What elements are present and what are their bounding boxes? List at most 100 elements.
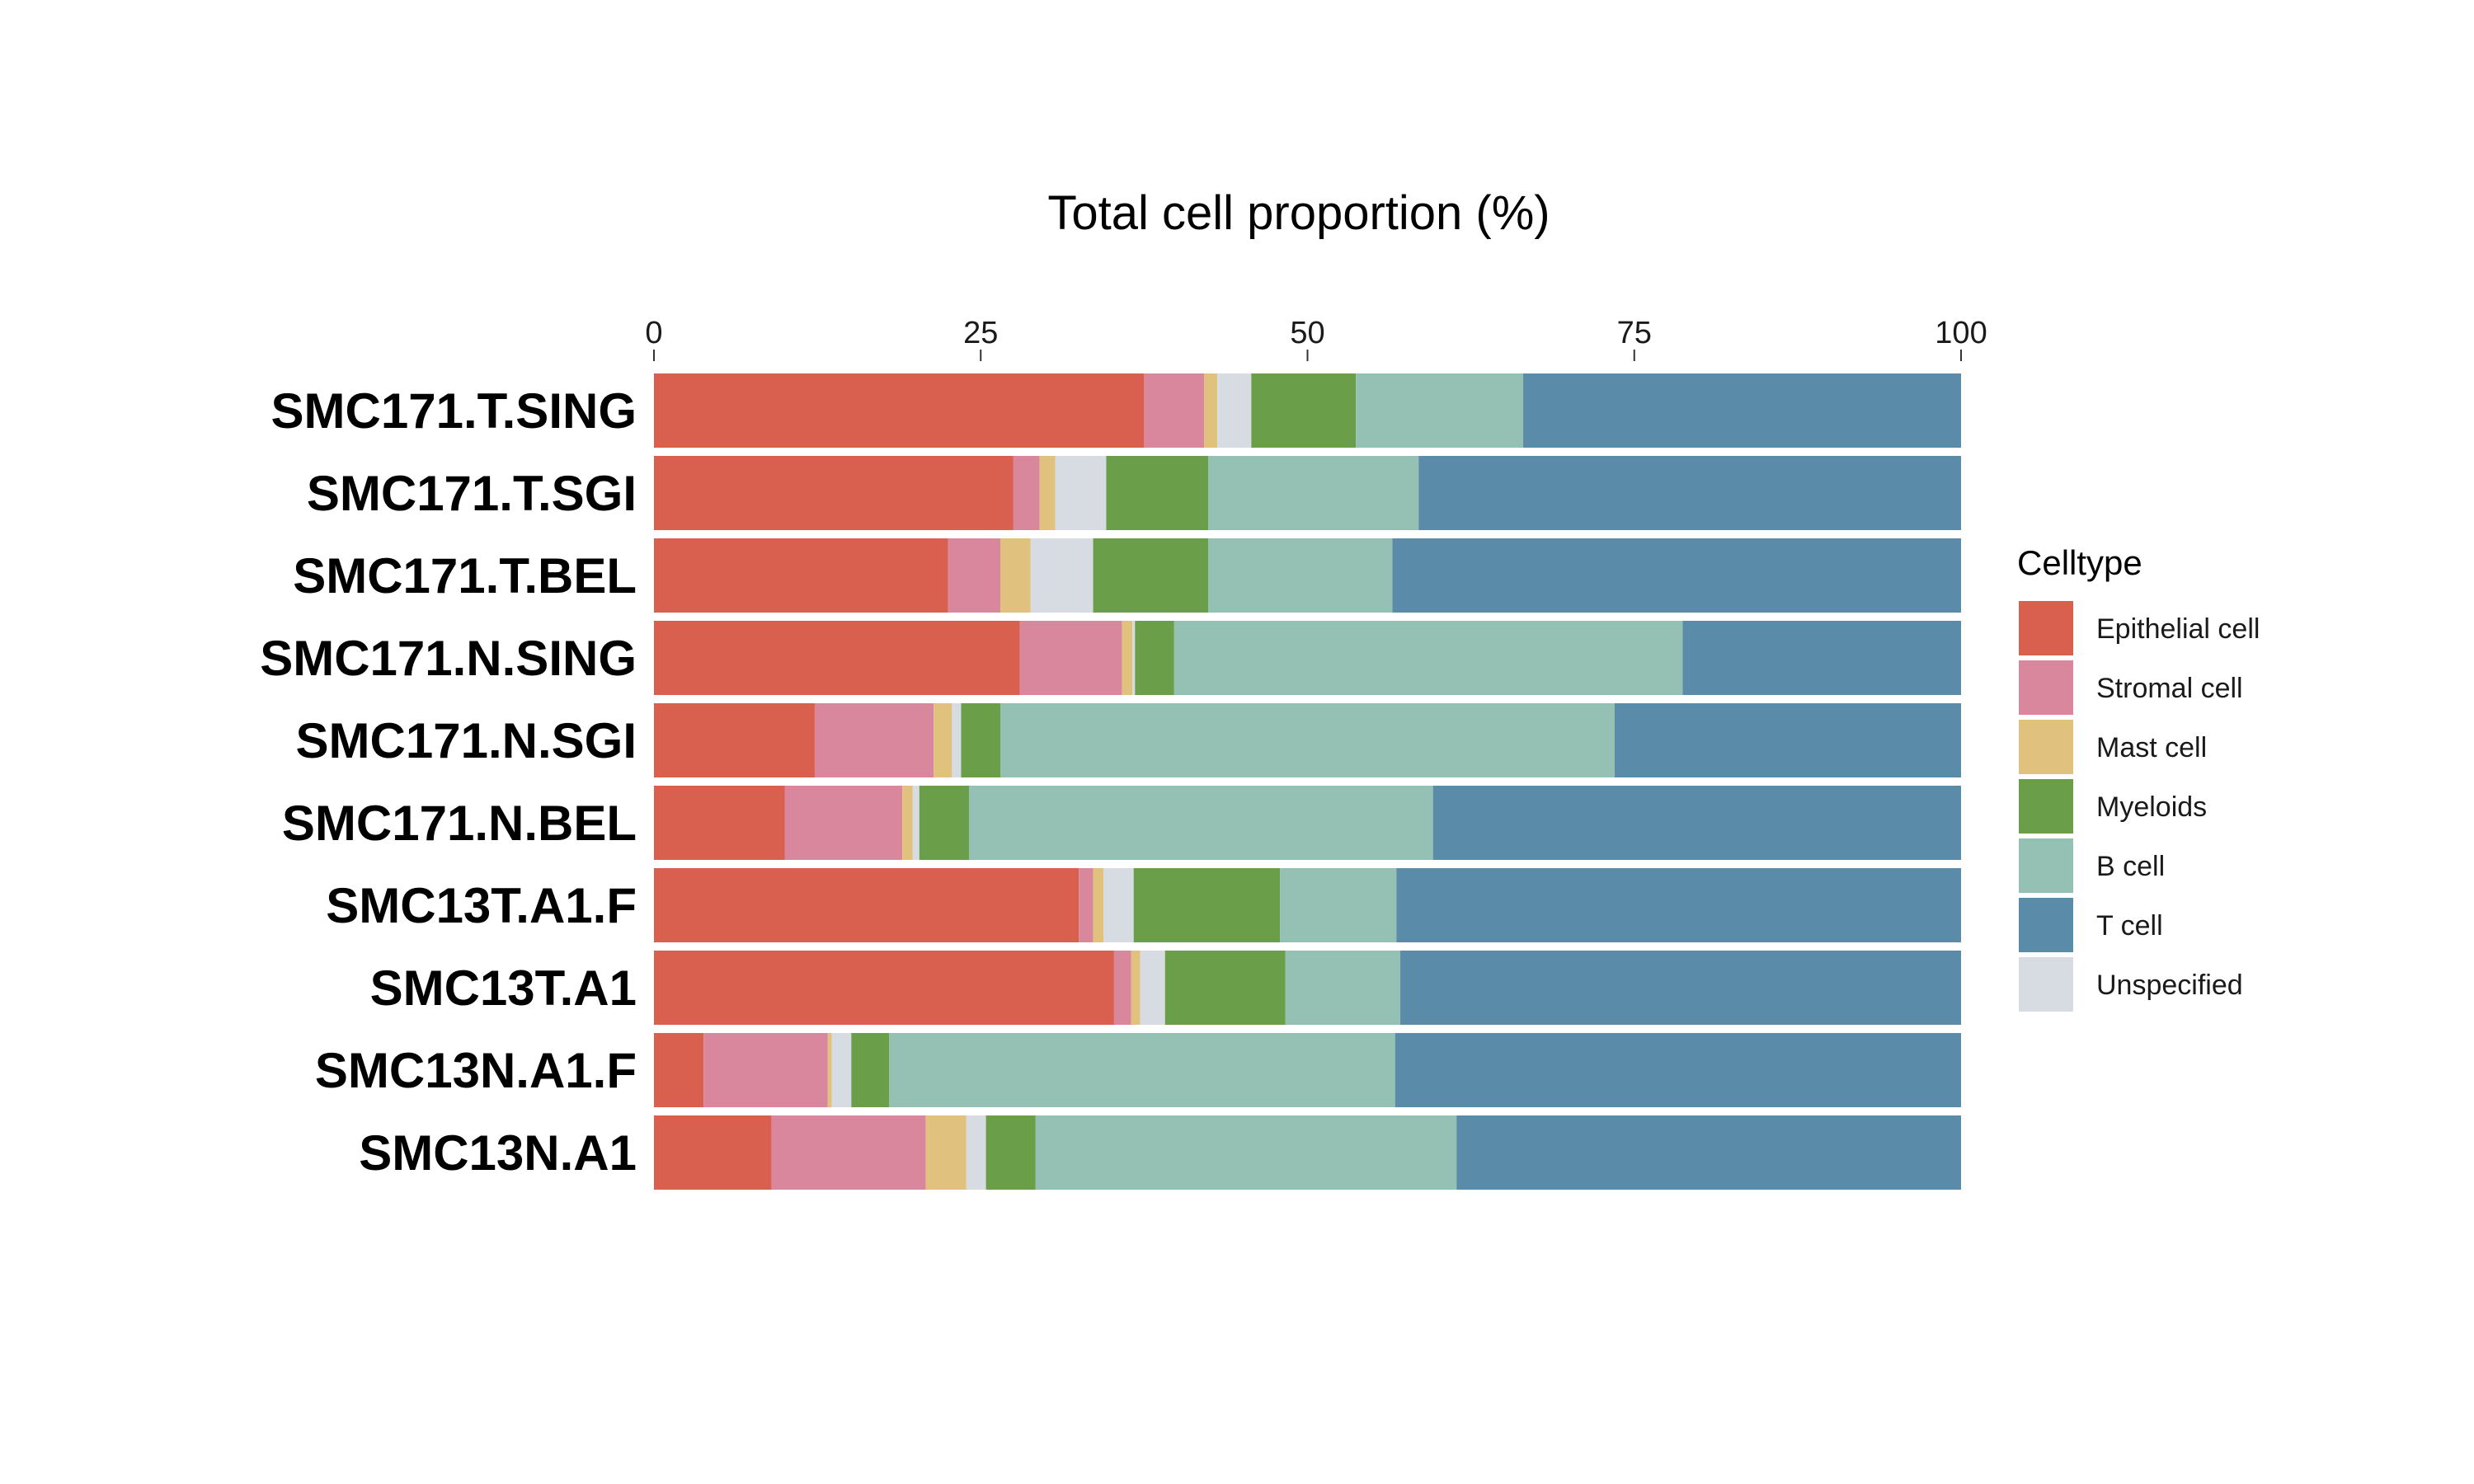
- legend-item-mast-cell: Mast cell: [2019, 720, 2207, 774]
- bar-segment-unspecified: [1103, 868, 1134, 942]
- bar-segment-epithelial-cell: [654, 373, 1145, 448]
- y-category-label: SMC171.N.SGI: [296, 713, 637, 768]
- bar-segment-t-cell: [1400, 951, 1961, 1025]
- legend-item-stromal-cell: Stromal cell: [2019, 660, 2243, 715]
- bars-group: [654, 373, 1961, 1190]
- bar-segment-t-cell: [1418, 456, 1961, 530]
- bar-segment-t-cell: [1614, 703, 1961, 777]
- bar-segment-unspecified: [831, 1033, 852, 1107]
- bar-segment-b-cell: [889, 1033, 1395, 1107]
- bar-segment-epithelial-cell: [654, 868, 1079, 942]
- legend-label: B cell: [2096, 851, 2165, 882]
- bar-segment-myeloids: [985, 1115, 1036, 1190]
- legend-label: Epithelial cell: [2096, 613, 2260, 645]
- x-tick-label: 50: [1290, 316, 1324, 350]
- bar-segment-myeloids: [1093, 538, 1209, 613]
- legend-title: Celltype: [2017, 543, 2142, 582]
- legend-item-t-cell: T cell: [2019, 898, 2163, 952]
- bar-segment-t-cell: [1432, 786, 1961, 860]
- bar-row: [654, 786, 1961, 860]
- bar-segment-stromal-cell: [1019, 621, 1122, 695]
- bar-segment-mast-cell: [1000, 538, 1031, 613]
- legend-item-unspecified: Unspecified: [2019, 957, 2243, 1012]
- bar-segment-epithelial-cell: [654, 1115, 772, 1190]
- y-category-label: SMC13T.A1: [370, 960, 637, 1016]
- x-tick-label: 0: [645, 316, 662, 350]
- bar-segment-b-cell: [1208, 538, 1393, 613]
- bar-segment-myeloids: [1135, 621, 1174, 695]
- bar-row: [654, 373, 1961, 448]
- legend-swatch: [2019, 720, 2073, 774]
- x-tick-label: 100: [1935, 316, 1987, 350]
- bar-segment-unspecified: [1132, 621, 1136, 695]
- y-axis: SMC171.T.SING SMC171.T.SGI SMC171.T.BEL SMC…: [260, 383, 637, 1181]
- bar-row: [654, 868, 1961, 942]
- bar-segment-myeloids: [961, 703, 1001, 777]
- bar-segment-b-cell: [1000, 703, 1615, 777]
- bar-segment-myeloids: [851, 1033, 890, 1107]
- bar-row: [654, 703, 1961, 777]
- y-category-label: SMC13N.A1.F: [315, 1043, 637, 1098]
- bar-segment-mast-cell: [925, 1115, 967, 1190]
- bar-segment-epithelial-cell: [654, 786, 785, 860]
- bar-segment-unspecified: [1030, 538, 1094, 613]
- bar-segment-myeloids: [1106, 456, 1209, 530]
- bar-segment-myeloids: [1133, 868, 1281, 942]
- bar-segment-unspecified: [952, 703, 962, 777]
- bar-segment-b-cell: [1280, 868, 1397, 942]
- bar-segment-myeloids: [919, 786, 969, 860]
- y-category-label: SMC171.N.BEL: [282, 796, 637, 851]
- legend-item-b-cell: B cell: [2019, 838, 2165, 893]
- legend-label: Unspecified: [2096, 970, 2243, 1001]
- x-tick-label: 25: [963, 316, 998, 350]
- bar-segment-t-cell: [1396, 868, 1961, 942]
- bar-segment-stromal-cell: [1144, 373, 1205, 448]
- x-axis: 0 25 50 75 100: [645, 316, 1987, 361]
- bar-segment-mast-cell: [1039, 456, 1056, 530]
- y-category-label: SMC171.T.SGI: [307, 466, 637, 521]
- bar-segment-t-cell: [1523, 373, 1961, 448]
- legend-label: T cell: [2096, 910, 2163, 942]
- bar-segment-stromal-cell: [814, 703, 934, 777]
- bar-segment-stromal-cell: [784, 786, 903, 860]
- legend-label: Mast cell: [2096, 732, 2207, 763]
- bar-row: [654, 538, 1961, 613]
- bar-segment-unspecified: [912, 786, 920, 860]
- legend-swatch: [2019, 601, 2073, 655]
- legend-item-myeloids: Myeloids: [2019, 779, 2207, 834]
- bar-segment-b-cell: [1285, 951, 1401, 1025]
- bar-segment-myeloids: [1164, 951, 1286, 1025]
- x-axis-title: Total cell proportion (%): [1047, 186, 1550, 240]
- bar-segment-mast-cell: [1122, 621, 1133, 695]
- bar-segment-b-cell: [968, 786, 1433, 860]
- bar-segment-myeloids: [1251, 373, 1357, 448]
- legend-swatch: [2019, 898, 2073, 952]
- bar-segment-b-cell: [1035, 1115, 1457, 1190]
- bar-segment-unspecified: [1140, 951, 1165, 1025]
- bar-segment-mast-cell: [1131, 951, 1141, 1025]
- legend-swatch: [2019, 779, 2073, 834]
- bar-row: [654, 1115, 1961, 1190]
- bar-segment-t-cell: [1395, 1033, 1961, 1107]
- legend-swatch: [2019, 660, 2073, 715]
- bar-segment-t-cell: [1456, 1115, 1961, 1190]
- bar-segment-epithelial-cell: [654, 951, 1114, 1025]
- legend-label: Myeloids: [2096, 791, 2207, 823]
- bar-segment-b-cell: [1208, 456, 1419, 530]
- bar-segment-stromal-cell: [948, 538, 1001, 613]
- bar-segment-stromal-cell: [1113, 951, 1131, 1025]
- y-category-label: SMC13N.A1: [359, 1125, 637, 1181]
- bar-segment-stromal-cell: [1079, 868, 1094, 942]
- bar-segment-b-cell: [1174, 621, 1683, 695]
- legend-swatch: [2019, 957, 2073, 1012]
- bar-segment-epithelial-cell: [654, 1033, 704, 1107]
- legend: Celltype Epithelial cell Stromal cell Mast…: [2017, 543, 2260, 1012]
- y-category-label: SMC171.T.BEL: [293, 548, 637, 603]
- bar-segment-mast-cell: [934, 703, 952, 777]
- bar-row: [654, 456, 1961, 530]
- bar-segment-mast-cell: [1093, 868, 1104, 942]
- bar-segment-epithelial-cell: [654, 621, 1020, 695]
- bar-segment-epithelial-cell: [654, 456, 1014, 530]
- bar-segment-unspecified: [966, 1115, 986, 1190]
- bar-row: [654, 951, 1961, 1025]
